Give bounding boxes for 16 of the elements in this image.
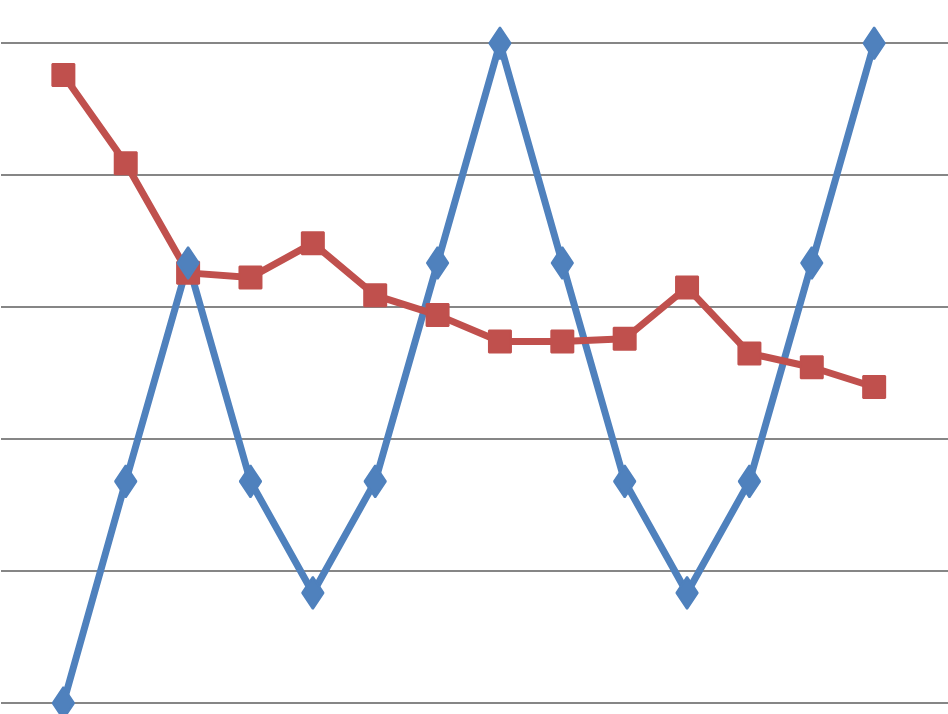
point bbox=[363, 283, 388, 308]
point bbox=[799, 355, 824, 380]
point bbox=[737, 341, 762, 366]
point bbox=[238, 464, 263, 499]
point bbox=[487, 329, 512, 354]
point bbox=[300, 231, 325, 256]
point bbox=[113, 151, 138, 176]
point bbox=[51, 62, 76, 87]
point bbox=[675, 275, 700, 300]
point bbox=[550, 329, 575, 354]
point bbox=[737, 464, 762, 499]
point bbox=[425, 303, 450, 328]
point bbox=[612, 326, 637, 351]
point bbox=[238, 265, 263, 290]
point bbox=[425, 245, 450, 280]
point bbox=[862, 375, 887, 400]
